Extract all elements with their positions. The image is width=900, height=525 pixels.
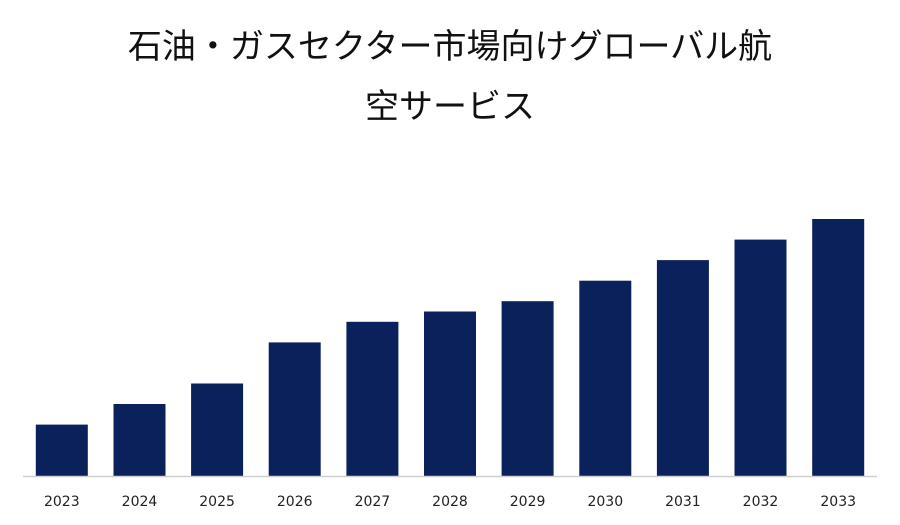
bar-2032 xyxy=(734,239,787,476)
bar-2030 xyxy=(579,280,632,476)
chart-title-line-2: 空サービス xyxy=(365,87,535,127)
bar-2025 xyxy=(191,383,244,476)
x-tick-label-2033: 2033 xyxy=(820,494,856,510)
x-tick-label-2029: 2029 xyxy=(510,494,546,510)
bar-2033 xyxy=(812,219,865,476)
bar-2029 xyxy=(501,301,554,476)
chart-title-line-1: 石油・ガスセクター市場向けグローバル航 xyxy=(127,27,773,67)
x-tick-label-2031: 2031 xyxy=(665,494,701,510)
x-tick-label-2028: 2028 xyxy=(432,494,468,510)
x-tick-label-2023: 2023 xyxy=(44,494,80,510)
bar-2027 xyxy=(346,321,399,476)
x-tick-label-2026: 2026 xyxy=(277,494,313,510)
x-tick-label-2025: 2025 xyxy=(199,494,235,510)
bar-2023 xyxy=(35,424,88,476)
x-tick-label-2027: 2027 xyxy=(355,494,391,510)
bar-2028 xyxy=(424,311,476,476)
bar-2026 xyxy=(268,342,321,476)
x-tick-label-2032: 2032 xyxy=(743,494,779,510)
x-tick-label-2030: 2030 xyxy=(587,494,623,510)
bar-2031 xyxy=(656,260,709,476)
bar-2024 xyxy=(113,404,166,476)
x-tick-label-2024: 2024 xyxy=(122,494,158,510)
